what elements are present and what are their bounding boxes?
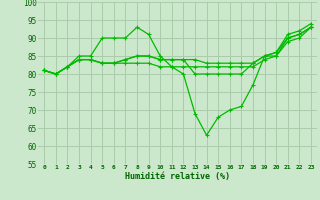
X-axis label: Humidité relative (%): Humidité relative (%) <box>125 172 230 181</box>
